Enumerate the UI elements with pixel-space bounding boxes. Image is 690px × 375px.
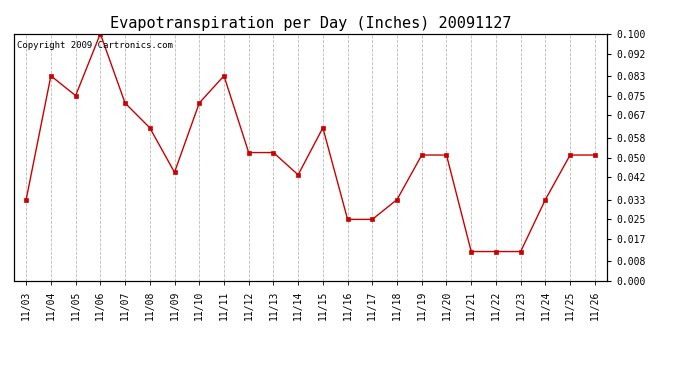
Title: Evapotranspiration per Day (Inches) 20091127: Evapotranspiration per Day (Inches) 2009… xyxy=(110,16,511,31)
Text: Copyright 2009 Cartronics.com: Copyright 2009 Cartronics.com xyxy=(17,41,172,50)
